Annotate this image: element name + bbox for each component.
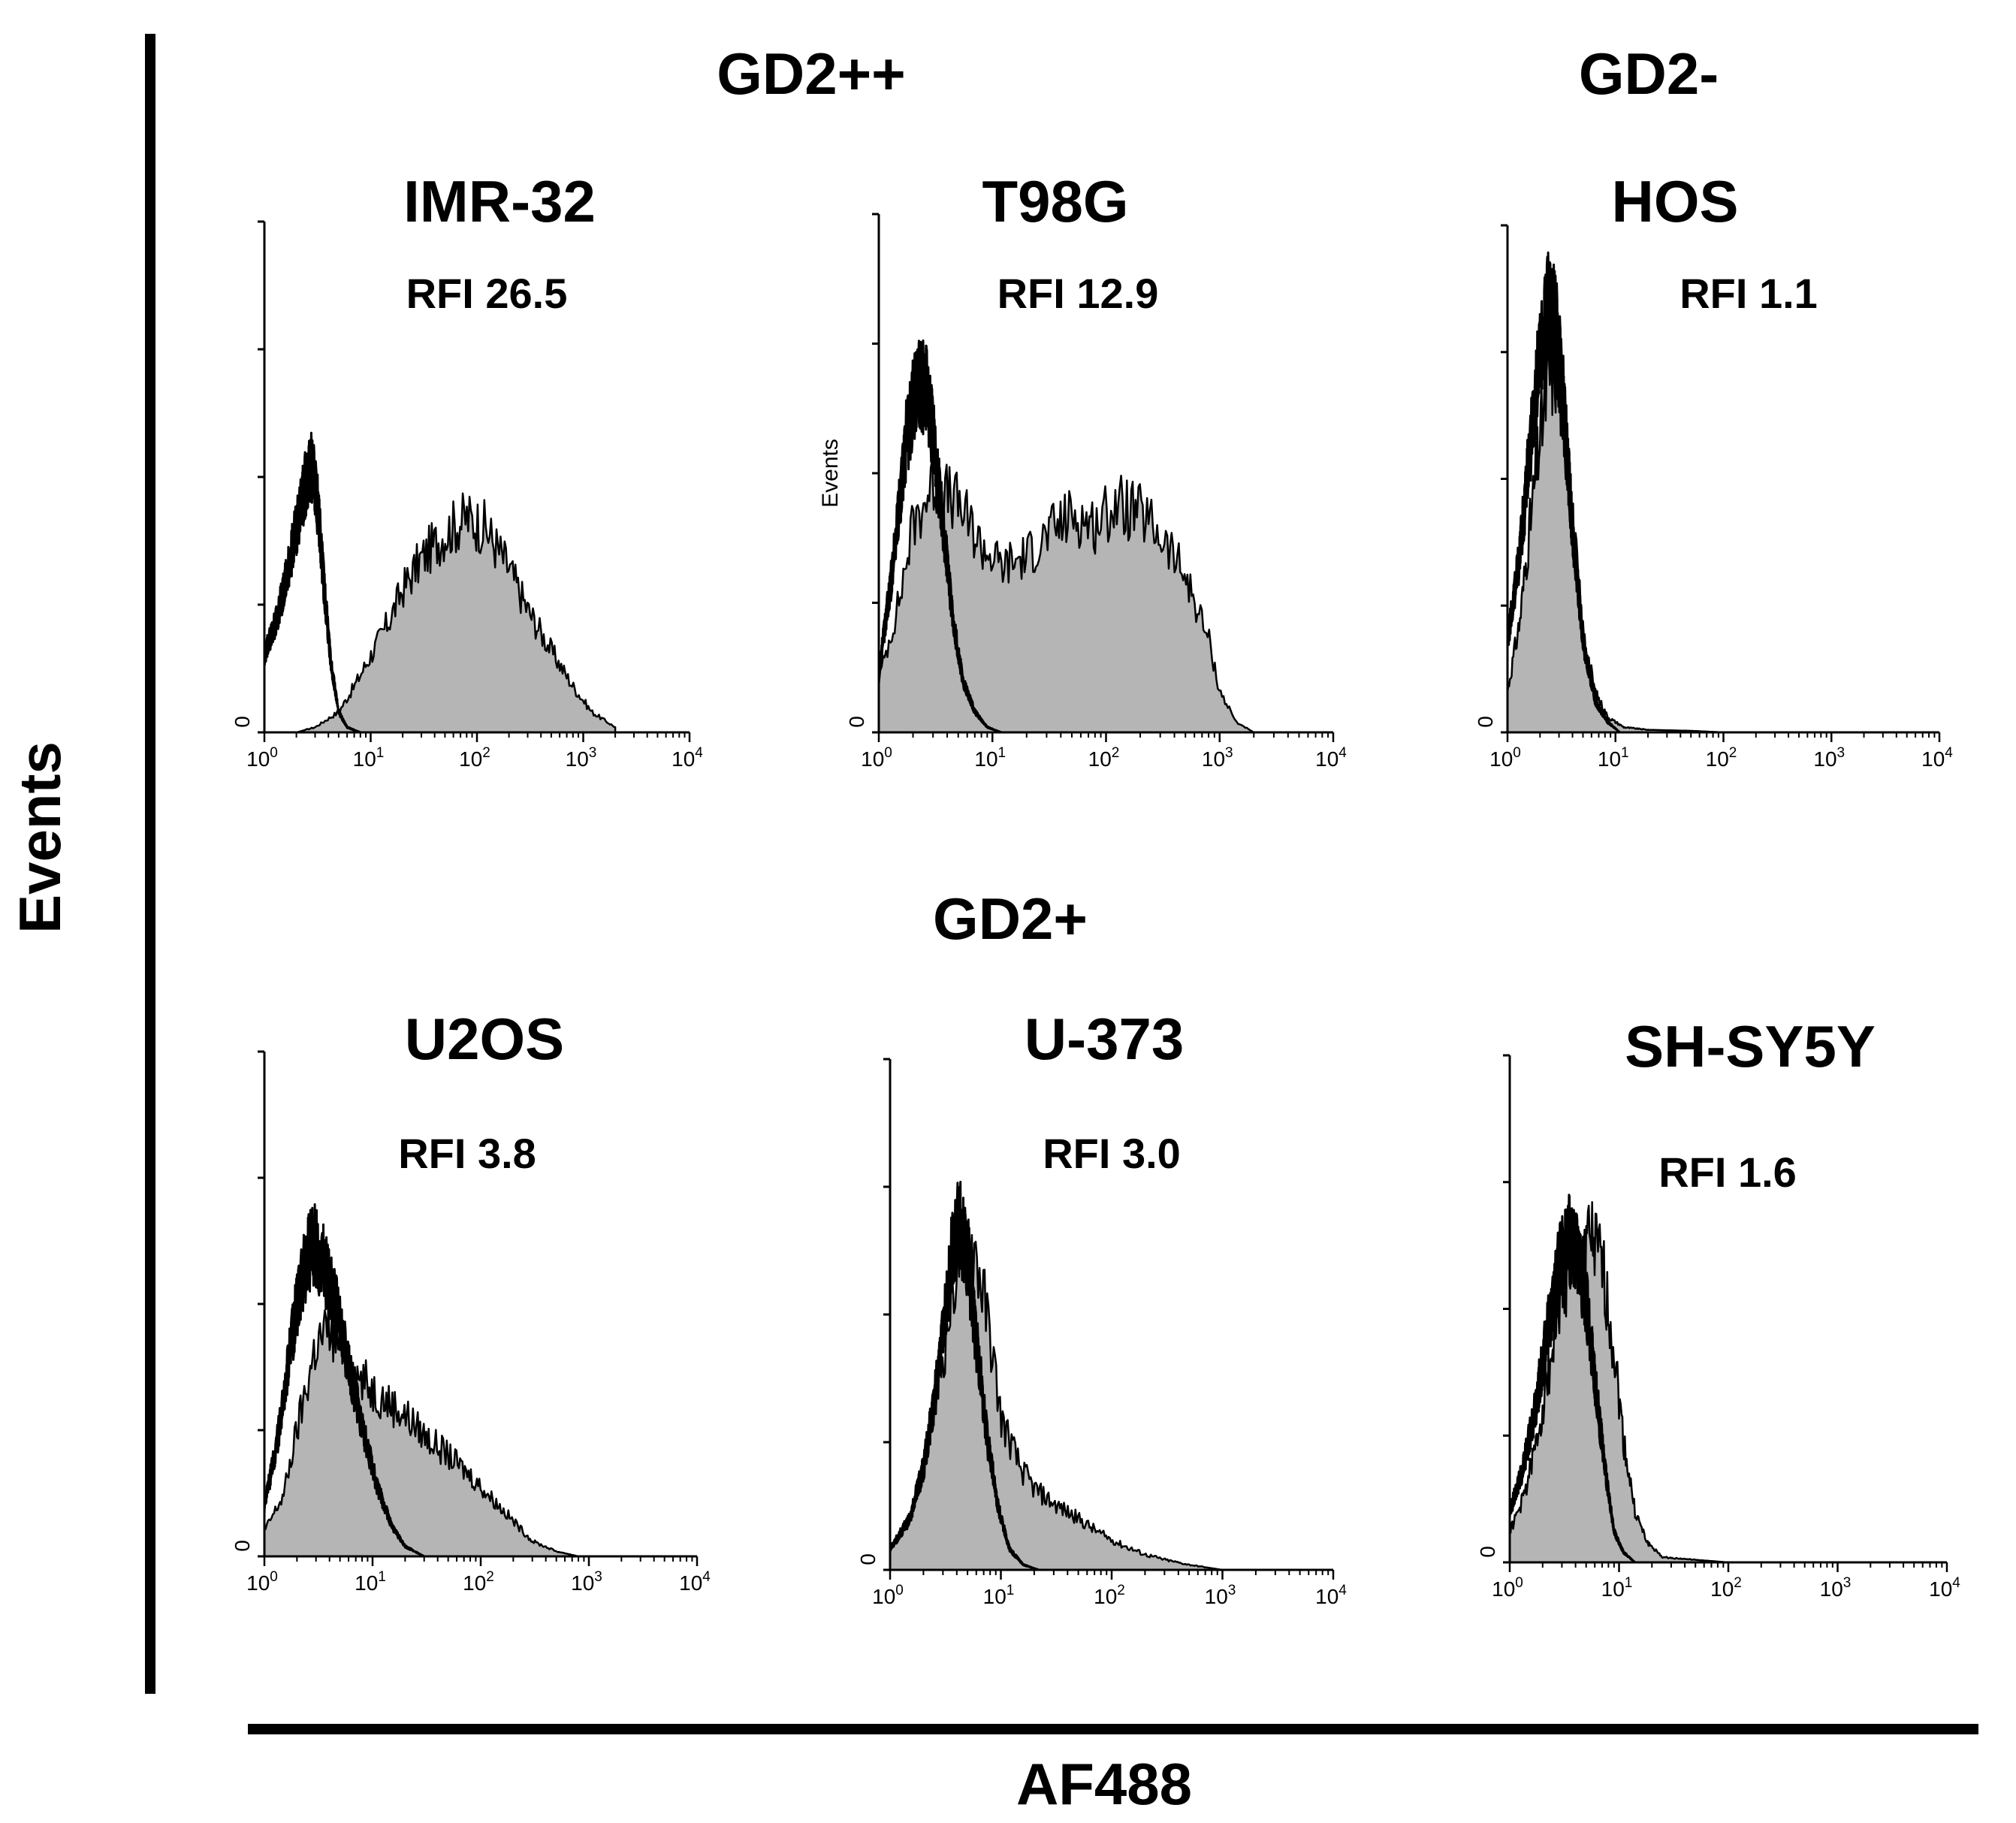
histogram-stained-u2os [263, 1305, 580, 1558]
panel-y-tick-label: 0 [231, 716, 254, 728]
panel-x-tick-label: 102 [1094, 1583, 1125, 1608]
panel-title-imr32: IMR-32 [403, 168, 596, 234]
rfi-label-t98g: RFI 12.9 [997, 270, 1159, 317]
panel-y-tick-label: 0 [231, 1540, 254, 1552]
panel-x-tick-label: 103 [1205, 1583, 1236, 1608]
panel-y-label-t98g: Events [818, 439, 843, 508]
histogram-stained-t98g [877, 457, 1255, 734]
histogram-stained-imr32 [263, 492, 617, 734]
panel-x-tick-label: 103 [571, 1569, 602, 1595]
panel-x-tick-label: 100 [861, 745, 892, 771]
histogram-panel-t98g: 0 100 101 102 103 104 [845, 213, 1347, 771]
panel-x-tick-label: 104 [1315, 1583, 1347, 1608]
panel-x-tick-label: 102 [463, 1569, 494, 1595]
panel-x-tick-label: 102 [1088, 745, 1120, 771]
panel-x-tick-label: 100 [246, 1569, 278, 1595]
histogram-panels: 0 100 101 102 103 104 0 100 101 102 103 104 0 100 101 1… [231, 213, 1960, 1608]
panel-x-tick-label: 103 [1820, 1575, 1852, 1601]
panel-y-tick-label: 0 [856, 1553, 880, 1565]
x-axis-label: AF488 [1016, 1751, 1192, 1817]
panel-y-tick-label: 0 [845, 716, 868, 728]
panel-x-tick-label: 103 [1202, 745, 1233, 771]
panel-title-hos: HOS [1611, 168, 1738, 234]
histogram-panel-hos: 0 100 101 102 103 104 [1474, 224, 1953, 771]
panel-x-tick-label: 101 [353, 745, 385, 771]
panel-title-u373: U-373 [1025, 1006, 1184, 1072]
panel-x-tick-label: 104 [671, 745, 703, 771]
histogram-control-shsy5y-trace-2 [1508, 1204, 1636, 1564]
panel-x-tick-label: 102 [1710, 1575, 1742, 1601]
panel-x-tick-label: 101 [1601, 1575, 1633, 1601]
rfi-label-u373: RFI 3.0 [1043, 1130, 1181, 1177]
panel-x-tick-label: 101 [355, 1569, 386, 1595]
histogram-control-u2os-trace-2 [263, 1218, 425, 1558]
panel-x-tick-label: 100 [1492, 1575, 1523, 1601]
histogram-panel-u2os: 0 100 101 102 103 104 [231, 1050, 711, 1595]
panel-x-tick-label: 104 [1315, 745, 1347, 771]
histogram-control-hos-trace-2 [1506, 251, 1621, 734]
panel-x-tick-label: 104 [1921, 745, 1953, 771]
panel-x-tick-label: 101 [1598, 745, 1629, 771]
rfi-label-shsy5y: RFI 1.6 [1658, 1148, 1797, 1196]
panel-x-tick-label: 104 [1929, 1575, 1960, 1601]
panel-x-tick-label: 103 [566, 745, 597, 771]
histogram-panel-shsy5y: 0 100 101 102 103 104 [1476, 1054, 1960, 1601]
panel-x-tick-label: 101 [974, 745, 1006, 771]
group-label-gd2-positive: GD2+ [933, 886, 1088, 952]
panel-x-tick-label: 100 [246, 745, 278, 771]
panel-x-tick-label: 102 [1706, 745, 1737, 771]
histogram-panel-u373: 0 100 101 102 103 104 [856, 1058, 1347, 1608]
panel-x-tick-label: 102 [459, 745, 490, 771]
group-label-gd2-double-positive: GD2++ [717, 41, 905, 107]
rfi-label-hos: RFI 1.1 [1679, 270, 1818, 317]
panel-y-tick-label: 0 [1476, 1546, 1499, 1558]
y-axis-label: Events [7, 741, 73, 934]
rfi-label-u2os: RFI 3.8 [398, 1130, 536, 1177]
histogram-control-u373-trace-2 [889, 1201, 1040, 1571]
panel-x-tick-label: 100 [1489, 745, 1521, 771]
panel-title-shsy5y: SH-SY5Y [1625, 1013, 1876, 1079]
panel-title-u2os: U2OS [405, 1006, 564, 1072]
panel-title-t98g: T98G [982, 168, 1128, 234]
panel-x-tick-label: 104 [679, 1569, 711, 1595]
panel-y-tick-label: 0 [1474, 716, 1497, 728]
histogram-stained-u373 [889, 1209, 1224, 1571]
histogram-control-imr32-trace-2 [263, 439, 361, 734]
panel-x-tick-label: 100 [872, 1583, 904, 1608]
rfi-label-imr32: RFI 26.5 [406, 270, 568, 317]
histogram-control-t98g-trace-2 [877, 343, 1003, 734]
group-label-gd2-negative: GD2- [1579, 41, 1719, 107]
panel-x-tick-label: 101 [983, 1583, 1015, 1608]
panel-x-tick-label: 103 [1813, 745, 1845, 771]
histogram-panel-imr32: 0 100 101 102 103 104 [231, 220, 703, 771]
